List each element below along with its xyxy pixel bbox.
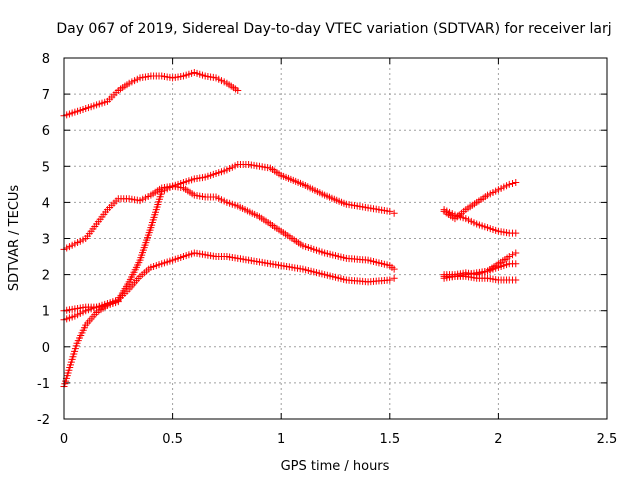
x-tick-label: 2 xyxy=(494,432,502,447)
x-tick-label: 0 xyxy=(60,432,68,447)
plot-frame xyxy=(63,57,608,420)
data-point xyxy=(234,86,242,94)
series-track-1 xyxy=(60,68,242,120)
y-tick-label: 5 xyxy=(42,160,50,175)
x-tick-label: 1 xyxy=(277,432,285,447)
grid-layer xyxy=(64,58,607,419)
data-point xyxy=(386,276,394,284)
series-track-2 xyxy=(60,160,398,253)
chart-title: Day 067 of 2019, Sidereal Day-to-day VTE… xyxy=(56,21,611,37)
y-axis-label: SDTVAR / TECUs xyxy=(7,185,22,292)
data-point xyxy=(512,260,520,268)
x-tick-label: 0.5 xyxy=(162,432,183,447)
y-tick-label: 6 xyxy=(42,124,50,139)
data-marks-layer xyxy=(60,68,520,391)
tick-label-layer: 0 0.5 1 1.5 2 2.5 -2 -1 0 1 2 3 4 5 6 7 8 xyxy=(37,52,617,447)
series-track-10 xyxy=(440,272,520,284)
y-tick-label: 8 xyxy=(42,52,50,67)
data-point xyxy=(390,274,398,282)
x-tick-label: 2.5 xyxy=(597,432,618,447)
data-point xyxy=(505,253,513,261)
y-tick-label: 1 xyxy=(42,305,50,320)
data-point xyxy=(512,249,520,257)
data-point xyxy=(114,298,122,306)
data-point xyxy=(386,207,394,215)
x-axis-label: GPS time / hours xyxy=(281,459,390,474)
data-point xyxy=(512,229,520,237)
data-point xyxy=(505,180,513,188)
data-point xyxy=(512,179,520,187)
y-tick-label: 7 xyxy=(42,88,50,103)
y-tick-label: -1 xyxy=(37,377,50,392)
data-point xyxy=(390,209,398,217)
series-track-5 xyxy=(60,298,122,391)
data-point xyxy=(512,276,520,284)
data-point xyxy=(390,265,398,273)
data-point xyxy=(509,179,517,187)
series-track-4 xyxy=(60,249,398,324)
series-track-7 xyxy=(440,206,520,237)
y-tick-label: 2 xyxy=(42,269,50,284)
data-point xyxy=(509,251,517,259)
y-tick-label: 3 xyxy=(42,233,50,248)
series-track-3 xyxy=(60,182,398,315)
y-tick-label: -2 xyxy=(37,413,50,428)
y-tick-label: 4 xyxy=(42,196,50,211)
y-tick-label: 0 xyxy=(42,341,50,356)
x-tick-label: 1.5 xyxy=(379,432,400,447)
